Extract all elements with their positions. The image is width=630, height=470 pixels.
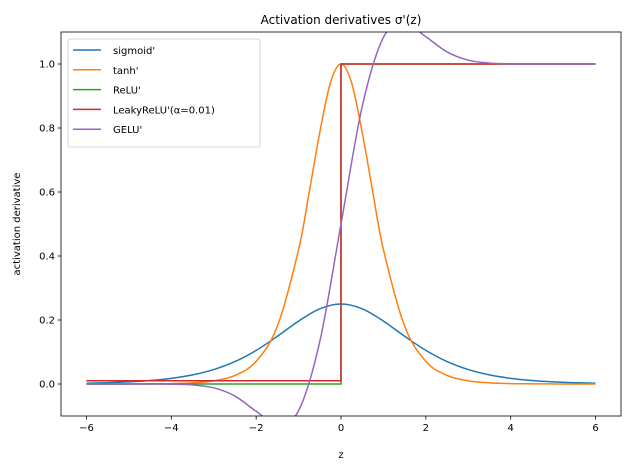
plot-frame [60, 31, 622, 417]
legend-label: ReLU' [113, 86, 141, 97]
legend-label: GELU' [113, 125, 142, 136]
series-line-4 [86, 32, 596, 416]
x-tick-label: 2 [423, 423, 429, 434]
x-tick-label: 0 [338, 423, 344, 434]
y-tick-label: 0.2 [39, 316, 55, 327]
x-tick-label: 4 [508, 423, 514, 434]
legend-label: tanh' [113, 66, 138, 77]
y-tick-label: 0.4 [39, 252, 55, 263]
x-tick-label: 6 [592, 423, 598, 434]
legend-label: sigmoid' [113, 46, 155, 57]
x-tick-label: −6 [79, 423, 94, 434]
y-tick-label: 0.6 [39, 188, 55, 199]
y-tick-label: 1.0 [39, 60, 55, 71]
x-axis-label: z [338, 450, 343, 461]
legend-label: LeakyReLU'(α=0.01) [113, 105, 215, 116]
chart-title: Activation derivatives σ'(z) [261, 13, 422, 27]
y-tick-label: 0.0 [39, 380, 55, 391]
y-tick-label: 0.8 [39, 124, 55, 135]
legend-box [67, 38, 261, 148]
x-tick-label: −2 [249, 423, 264, 434]
x-tick-label: −4 [164, 423, 179, 434]
legend: sigmoid' tanh' ReLU' LeakyReLU'(α=0.01) GELU… [67, 38, 261, 148]
y-axis-label: activation derivative [12, 173, 23, 276]
